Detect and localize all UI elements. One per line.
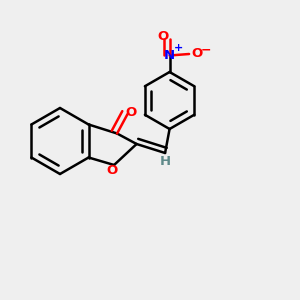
Text: +: + [174, 43, 183, 53]
Text: H: H [160, 155, 171, 168]
Text: O: O [158, 30, 169, 43]
Text: O: O [106, 164, 117, 177]
Text: O: O [192, 47, 203, 61]
Text: N: N [164, 49, 175, 62]
Text: −: − [200, 44, 211, 57]
Text: O: O [126, 106, 137, 119]
